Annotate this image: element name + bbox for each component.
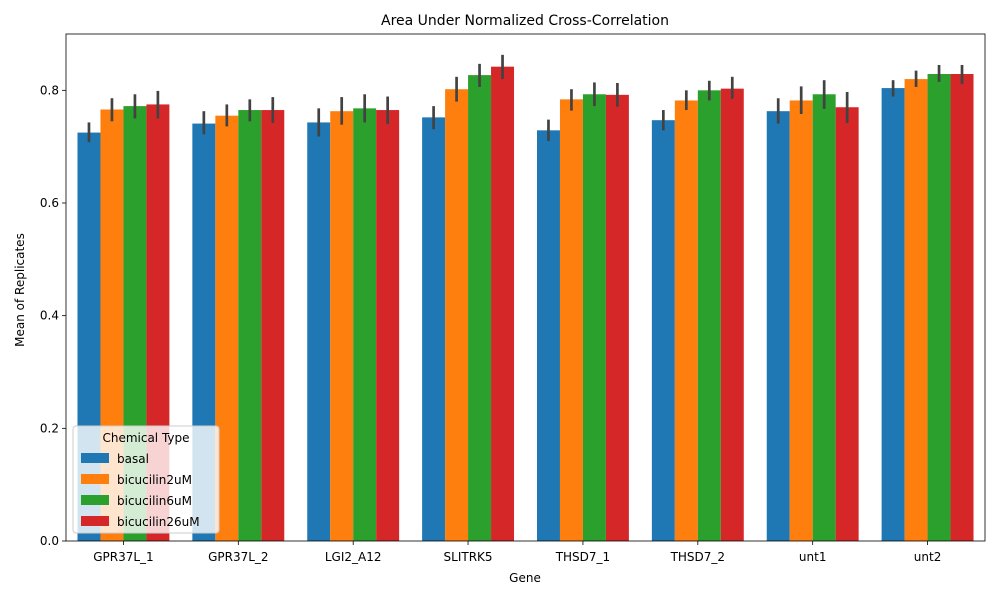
bar — [215, 115, 239, 542]
legend-label: basal — [117, 452, 149, 466]
bar — [422, 117, 446, 542]
bar — [766, 111, 790, 542]
x-tick-label: unt2 — [914, 550, 942, 564]
bar — [904, 79, 928, 541]
y-tick-label: 0.0 — [40, 534, 59, 548]
bar — [950, 74, 974, 541]
bar — [881, 88, 905, 541]
x-tick-label: LGI2_A12 — [325, 550, 382, 564]
bar — [559, 99, 583, 541]
legend-swatch — [81, 453, 109, 463]
bar — [651, 120, 675, 541]
bar — [812, 94, 836, 541]
legend-label: bicucilin26uM — [117, 515, 200, 529]
bar — [697, 90, 721, 541]
x-tick-label: GPR37L_1 — [93, 550, 153, 564]
bar — [582, 94, 606, 541]
errorbars-layer — [87, 54, 964, 143]
chart-title: Area Under Normalized Cross-Correlation — [381, 13, 669, 29]
y-axis-title: Mean of Replicates — [13, 233, 27, 347]
bar — [927, 74, 951, 541]
y-tick-label: 0.8 — [40, 83, 59, 97]
y-tick-label: 0.6 — [40, 196, 59, 210]
bar — [307, 122, 331, 541]
bar — [789, 100, 813, 541]
x-axis-title: Gene — [509, 571, 541, 585]
x-tick-label: THSD7_2 — [670, 550, 725, 564]
bar — [835, 107, 859, 541]
legend: Chemical Type basal bicucilin2uM bicucilin… — [72, 425, 220, 534]
legend-title: Chemical Type — [102, 431, 189, 445]
bar — [468, 75, 492, 542]
legend-swatch — [81, 474, 109, 484]
bar — [491, 66, 515, 542]
x-tick-label: THSD7_1 — [555, 550, 610, 564]
legend-label: bicucilin2uM — [117, 473, 192, 487]
plot-frame — [65, 33, 986, 542]
y-tick-label: 0.4 — [40, 309, 59, 323]
legend-label: bicucilin6uM — [117, 494, 192, 508]
x-tick-label: SLITRK5 — [444, 550, 493, 564]
axes-layer: 0.0 0.2 0.4 0.6 0.8 GPR37L_1 GPR37L_2 LGI2_A12 S… — [40, 33, 986, 564]
legend-frame — [72, 425, 220, 534]
legend-swatch — [81, 516, 109, 526]
bar — [536, 130, 560, 541]
bar — [445, 89, 469, 542]
y-tick-label: 0.2 — [40, 421, 59, 435]
bars-layer — [77, 66, 974, 542]
bar — [720, 88, 744, 541]
bar — [238, 110, 262, 542]
x-tick-label: GPR37L_2 — [208, 550, 268, 564]
x-tick-label: unt1 — [799, 550, 827, 564]
bar — [330, 111, 354, 542]
bar — [376, 110, 400, 542]
bar — [261, 110, 285, 542]
bar — [674, 100, 698, 541]
bar — [353, 108, 377, 542]
legend-swatch — [81, 495, 109, 505]
bar — [605, 94, 629, 541]
